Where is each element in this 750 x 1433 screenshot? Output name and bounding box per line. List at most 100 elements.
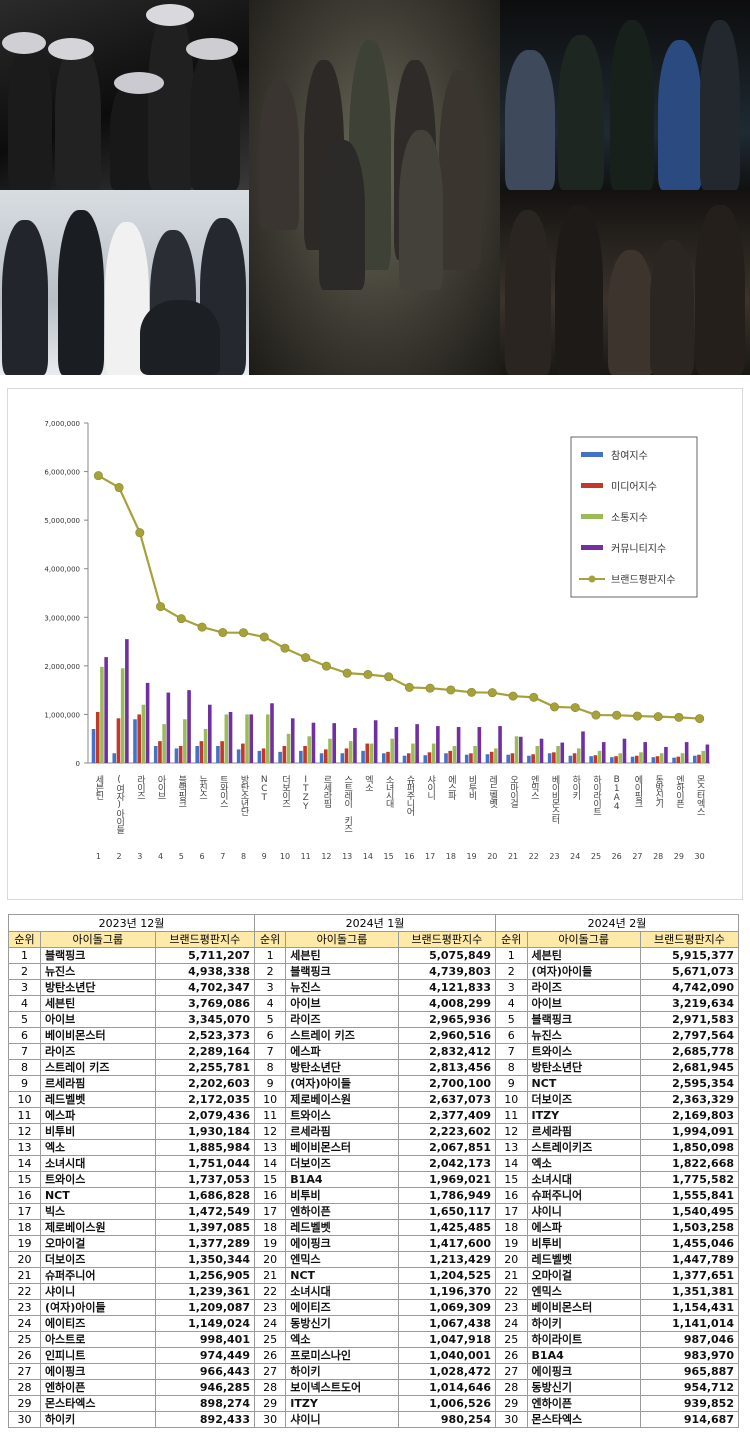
group-cell: 비투비 <box>285 1187 399 1204</box>
line-point-20 <box>487 688 497 698</box>
rank-cell: 12 <box>253 1123 287 1140</box>
x-category-label: 방탄소년단 <box>239 775 249 816</box>
rank-cell: 23 <box>8 1299 41 1316</box>
bar-3-23 <box>556 746 560 763</box>
bar-2-6 <box>199 741 204 763</box>
x-category-label: 르세라핌 <box>321 775 331 808</box>
rank-cell: 12 <box>8 1123 41 1140</box>
group-cell: 베이비몬스터 <box>526 1299 641 1316</box>
table-row: 1 세븐틴 5,915,377 <box>495 947 740 964</box>
score-cell: 1,154,431 <box>639 1299 740 1316</box>
table-row: 27 하이키 1,028,472 <box>253 1363 497 1380</box>
table-row: 30 몬스타엑스 914,687 <box>495 1411 740 1428</box>
rank-cell: 26 <box>495 1347 528 1364</box>
x-rank-label: 30 <box>695 852 705 861</box>
score-cell: 1,885,984 <box>154 1139 256 1156</box>
group-cell: 레드벨벳 <box>39 1091 156 1108</box>
group-cell: 엑소 <box>285 1331 399 1348</box>
legend-swatch-1 <box>581 452 603 457</box>
rank-cell: 18 <box>495 1219 528 1236</box>
bar-4-23 <box>560 742 565 763</box>
line-point-25 <box>591 710 601 720</box>
rank-cell: 6 <box>8 1027 41 1044</box>
rank-cell: 24 <box>495 1315 528 1332</box>
score-cell: 2,223,602 <box>397 1123 497 1140</box>
rank-cell: 14 <box>253 1155 287 1172</box>
bar-2-1 <box>95 712 100 763</box>
bar-3-10 <box>286 733 291 763</box>
table-row: 13 베이비몬스터 2,067,851 <box>253 1139 497 1156</box>
rank-cell: 3 <box>495 979 528 996</box>
table-row: 10 레드벨벳 2,172,035 <box>8 1091 256 1108</box>
bar-1-4 <box>153 746 158 763</box>
ranking-table-1: 2023년 12월 순위 아이돌그룹 브랜드평판지수 1 블랙핑크 5,711,207 2 뉴진… <box>8 914 256 1428</box>
x-rank-label: 21 <box>508 852 518 861</box>
line-point-10 <box>280 643 290 653</box>
score-cell: 4,121,833 <box>397 979 497 996</box>
rank-cell: 6 <box>495 1027 528 1044</box>
bar-2-24 <box>572 753 577 763</box>
rank-cell: 15 <box>495 1171 528 1188</box>
bar-4-27 <box>643 742 647 763</box>
x-rank-label: 7 <box>220 852 225 861</box>
table-row: 2 (여자)아이들 5,671,073 <box>495 963 740 980</box>
x-category-label: 하이키 <box>570 775 580 801</box>
score-cell: 1,503,258 <box>639 1219 740 1236</box>
line-point-4 <box>156 602 166 612</box>
group-cell: 제로베이스원 <box>39 1219 156 1236</box>
group-cell: 베이비몬스터 <box>285 1139 399 1156</box>
score-cell: 2,042,173 <box>397 1155 497 1172</box>
bar-4-16 <box>415 724 419 763</box>
rank-cell: 6 <box>253 1027 287 1044</box>
rank-cell: 3 <box>8 979 41 996</box>
bar-1-20 <box>485 754 490 763</box>
bar-3-6 <box>203 729 208 763</box>
rank-cell: 29 <box>495 1395 528 1412</box>
x-rank-label: 25 <box>591 852 601 861</box>
x-rank-label: 28 <box>653 852 663 861</box>
group-cell: 보이넥스트도어 <box>285 1379 399 1396</box>
y-tick-label: 2,000,000 <box>44 663 80 671</box>
score-cell: 3,345,070 <box>154 1011 256 1028</box>
line-point-7 <box>218 628 228 638</box>
bar-2-4 <box>158 741 162 763</box>
table-row: 19 에이핑크 1,417,600 <box>253 1235 497 1252</box>
table-row: 17 빅스 1,472,549 <box>8 1203 256 1220</box>
table-row: 8 방탄소년단 2,813,456 <box>253 1059 497 1076</box>
group-photo-bottom-left <box>0 190 249 375</box>
bar-1-14 <box>361 750 365 763</box>
line-point-26 <box>612 710 622 720</box>
table-row: 19 오마이걸 1,377,289 <box>8 1235 256 1252</box>
score-cell: 1,196,370 <box>397 1283 497 1300</box>
table-row: 11 에스파 2,079,436 <box>8 1107 256 1124</box>
bar-3-11 <box>307 736 312 763</box>
line-point-24 <box>570 703 580 713</box>
bar-3-28 <box>659 753 664 763</box>
group-cell: NCT <box>285 1267 399 1284</box>
table-row: 14 더보이즈 2,042,173 <box>253 1155 497 1172</box>
group-cell: 오마이걸 <box>526 1267 641 1284</box>
bar-3-20 <box>494 748 498 763</box>
x-category-label: 아이브 <box>156 775 166 799</box>
group-cell: 몬스타엑스 <box>526 1411 641 1428</box>
table-row: 24 에이티즈 1,149,024 <box>8 1315 256 1332</box>
group-cell: 뉴진스 <box>526 1027 641 1044</box>
line-point-15 <box>384 672 394 682</box>
rank-cell: 16 <box>8 1187 41 1204</box>
table-row: 4 아이브 3,219,634 <box>495 995 740 1012</box>
table-row: 3 라이즈 4,742,090 <box>495 979 740 996</box>
bar-3-12 <box>328 738 332 763</box>
y-tick-label: 1,000,000 <box>44 711 80 719</box>
x-rank-label: 12 <box>321 852 331 861</box>
line-point-11 <box>301 653 311 663</box>
x-rank-label: 9 <box>262 852 267 861</box>
x-rank-label: 6 <box>199 852 204 861</box>
bar-2-13 <box>344 748 349 763</box>
group-cell: 스트레이키즈 <box>526 1139 641 1156</box>
score-cell: 2,965,936 <box>397 1011 497 1028</box>
line-point-9 <box>259 632 269 642</box>
table-row: 30 하이키 892,433 <box>8 1411 256 1428</box>
bar-3-5 <box>183 719 187 763</box>
rank-cell: 20 <box>495 1251 528 1268</box>
bar-2-9 <box>261 748 266 763</box>
